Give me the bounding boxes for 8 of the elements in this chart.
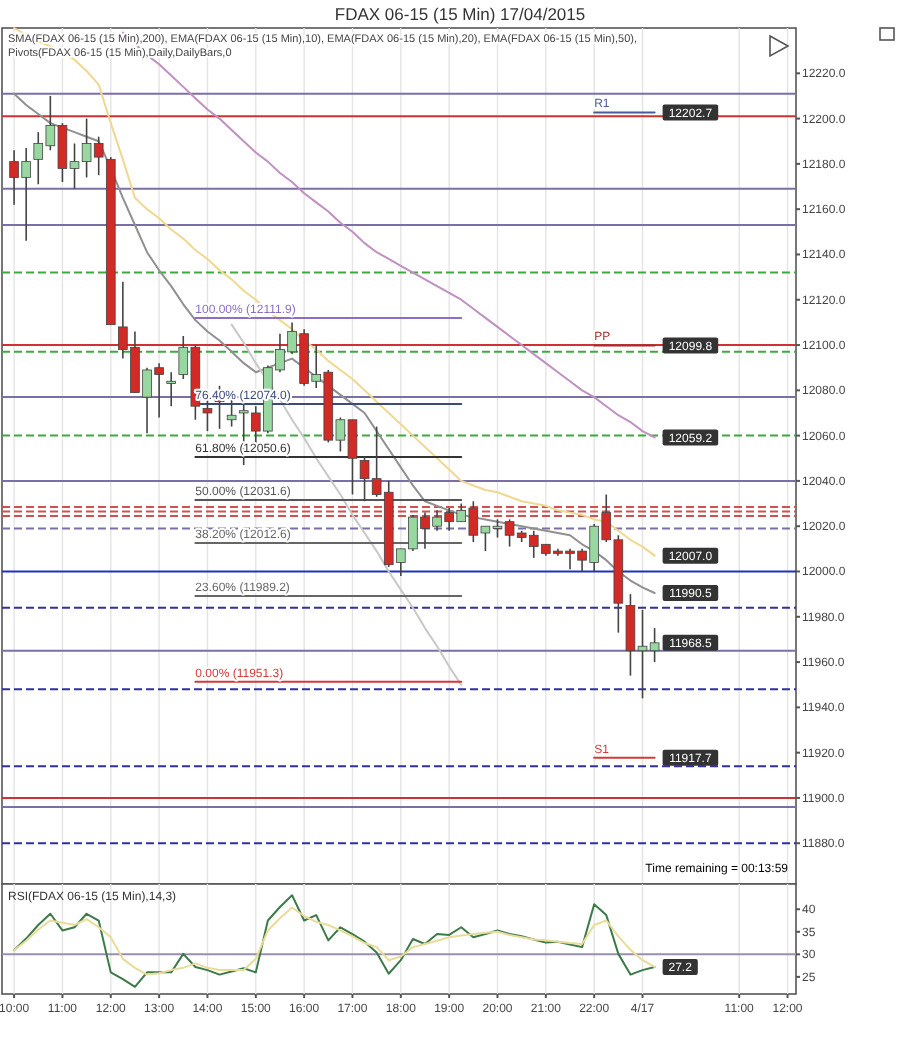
line-series — [13, 92, 656, 595]
candlestick — [226, 398, 237, 428]
chart-title: FDAX 06-15 (15 Min) 17/04/2015 — [334, 4, 586, 24]
line-series — [13, 906, 656, 976]
line-series — [121, 31, 656, 439]
candlestick — [202, 398, 213, 432]
candlestick — [166, 371, 176, 407]
line-series — [13, 894, 656, 988]
